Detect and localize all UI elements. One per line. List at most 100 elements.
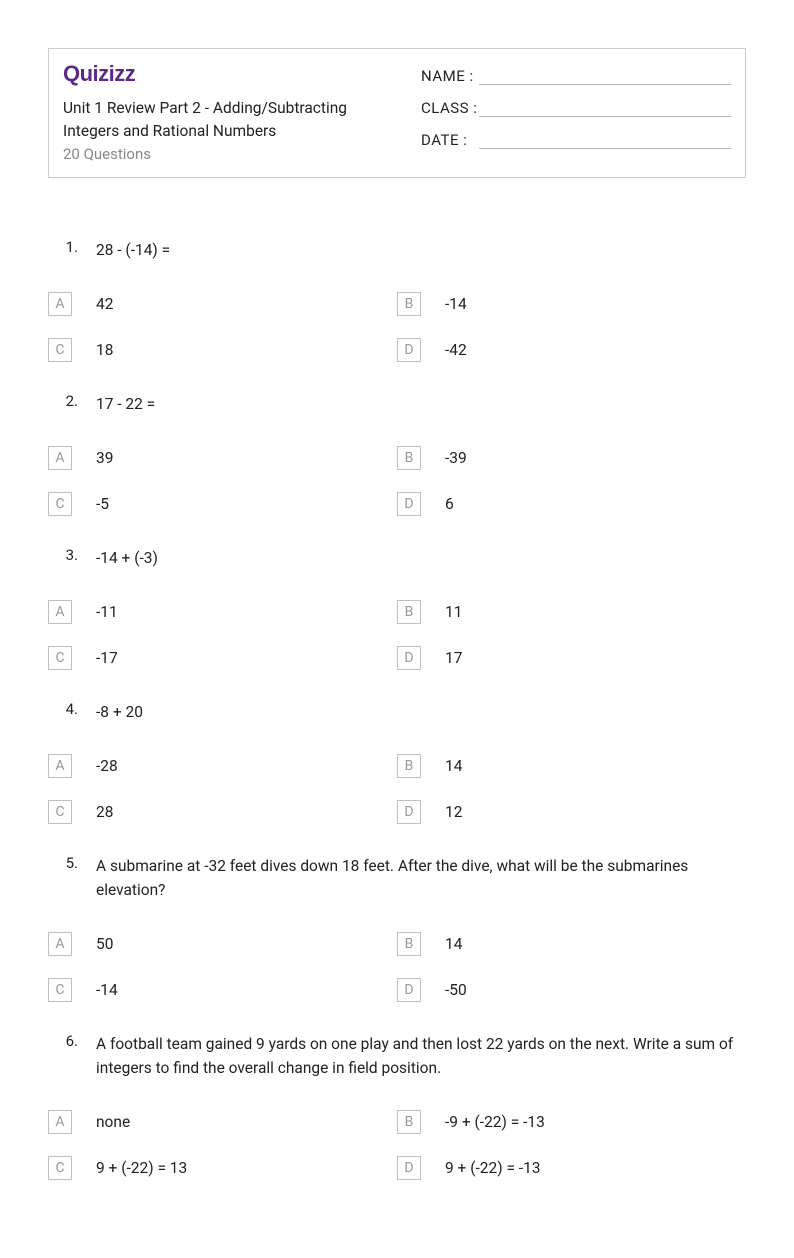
answer-option[interactable]: A-11	[48, 600, 397, 624]
answer-option[interactable]: D-50	[397, 978, 746, 1002]
answers-grid: A 42 B -14 C18D -42	[48, 292, 746, 362]
answer-option[interactable]: D -42	[397, 338, 746, 362]
answer-text: -28	[96, 757, 118, 775]
answer-letter-box: D	[397, 492, 421, 516]
answer-letter-box: B	[397, 932, 421, 956]
answers-grid: A -28 B 14 C 28 D 12	[48, 754, 746, 824]
class-input-line[interactable]	[479, 99, 731, 117]
answer-option[interactable]: C -5	[48, 492, 397, 516]
answer-option[interactable]: C-17	[48, 646, 397, 670]
date-input-line[interactable]	[479, 131, 731, 149]
question-number: 6.	[48, 1032, 96, 1080]
answer-text: 50	[96, 935, 113, 953]
answer-option[interactable]: A -28	[48, 754, 397, 778]
answer-option[interactable]: B 14	[397, 754, 746, 778]
question-block: 2.17 - 22 =A39B-39C-5D6	[48, 392, 746, 516]
date-field-row: DATE :	[421, 131, 731, 149]
question-row: 1.28 - (-14) =	[48, 238, 746, 262]
name-input-line[interactable]	[479, 67, 731, 85]
answer-letter-box: D	[397, 1156, 421, 1180]
answer-text: -14	[96, 981, 118, 999]
date-label: DATE :	[421, 131, 479, 149]
answer-letter-box: C	[48, 646, 72, 670]
answer-letter-box: A	[48, 754, 72, 778]
name-label: NAME :	[421, 67, 479, 85]
answer-letter-box: A	[48, 292, 72, 316]
answer-letter-box: B	[397, 600, 421, 624]
question-block: 5.A submarine at -32 feet dives down 18 …	[48, 854, 746, 1002]
answer-text: 11	[445, 603, 462, 621]
question-text: -14 + (-3)	[96, 546, 746, 570]
answer-letter-box: B	[397, 1110, 421, 1134]
answer-letter-box: D	[397, 800, 421, 824]
answer-letter-box: C	[48, 978, 72, 1002]
answer-letter-box: C	[48, 492, 72, 516]
answer-option[interactable]: A 50	[48, 932, 397, 956]
answer-option[interactable]: B -14	[397, 292, 746, 316]
class-field-row: CLASS :	[421, 99, 731, 117]
header-right: NAME : CLASS : DATE :	[421, 61, 731, 163]
answers-grid: A39B-39C-5D6	[48, 446, 746, 516]
question-row: 5.A submarine at -32 feet dives down 18 …	[48, 854, 746, 902]
answer-text: -50	[445, 981, 467, 999]
answer-option[interactable]: B 11	[397, 600, 746, 624]
answer-text: 9 + (-22) = 13	[96, 1159, 187, 1177]
answers-grid: A-11B 11 C-17D17	[48, 600, 746, 670]
answer-letter-box: C	[48, 800, 72, 824]
answer-option[interactable]: C -14	[48, 978, 397, 1002]
answer-text: -42	[445, 341, 467, 359]
answer-text: 9 + (-22) = -13	[445, 1159, 541, 1177]
answer-option[interactable]: B -9 + (-22) = -13	[397, 1110, 746, 1134]
answer-text: 28	[96, 803, 113, 821]
answer-letter-box: C	[48, 1156, 72, 1180]
question-number: 2.	[48, 392, 96, 416]
answer-option[interactable]: A 42	[48, 292, 397, 316]
answer-text: 12	[445, 803, 462, 821]
answer-option[interactable]: D 12	[397, 800, 746, 824]
answer-letter-box: B	[397, 754, 421, 778]
question-block: 1.28 - (-14) = A 42 B -14 C18D -42	[48, 238, 746, 362]
answer-text: -9 + (-22) = -13	[445, 1113, 545, 1131]
answer-option[interactable]: C 9 + (-22) = 13	[48, 1156, 397, 1180]
answer-letter-box: B	[397, 446, 421, 470]
question-number: 5.	[48, 854, 96, 902]
answer-text: -14	[445, 295, 467, 313]
answer-letter-box: D	[397, 338, 421, 362]
answer-letter-box: B	[397, 292, 421, 316]
question-block: 6.A football team gained 9 yards on one …	[48, 1032, 746, 1180]
question-number: 4.	[48, 700, 96, 724]
answer-option[interactable]: C 28	[48, 800, 397, 824]
answer-text: 42	[96, 295, 113, 313]
answer-option[interactable]: D6	[397, 492, 746, 516]
question-number: 1.	[48, 238, 96, 262]
question-row: 3.-14 + (-3)	[48, 546, 746, 570]
answer-letter-box: A	[48, 600, 72, 624]
question-text: 17 - 22 =	[96, 392, 746, 416]
answers-grid: A 50 B14 C -14 D-50	[48, 932, 746, 1002]
answer-option[interactable]: B14	[397, 932, 746, 956]
answer-option[interactable]: D 9 + (-22) = -13	[397, 1156, 746, 1180]
answer-text: 6	[445, 495, 454, 513]
answer-letter-box: A	[48, 932, 72, 956]
answer-option[interactable]: A39	[48, 446, 397, 470]
question-count: 20 Questions	[63, 145, 401, 163]
question-text: 28 - (-14) =	[96, 238, 746, 262]
question-block: 3.-14 + (-3) A-11B 11 C-17D17	[48, 546, 746, 670]
answer-option[interactable]: B -39	[397, 446, 746, 470]
answer-option[interactable]: Anone	[48, 1110, 397, 1134]
answer-text: 17	[445, 649, 462, 667]
answer-text: -5	[96, 495, 109, 513]
answer-text: 14	[445, 757, 462, 775]
answer-letter-box: A	[48, 446, 72, 470]
answer-text: -39	[445, 449, 467, 467]
name-field-row: NAME :	[421, 67, 731, 85]
quizizz-logo: Quizizz	[63, 61, 401, 87]
class-label: CLASS :	[421, 99, 479, 117]
questions-container: 1.28 - (-14) =A42B-14C18D-422.17 - 22 =A…	[48, 238, 746, 1180]
answer-option[interactable]: D17	[397, 646, 746, 670]
question-text: -8 + 20	[96, 700, 746, 724]
header-left: Quizizz Unit 1 Review Part 2 - Adding/Su…	[63, 61, 401, 163]
answer-text: none	[96, 1113, 130, 1131]
answer-text: 18	[96, 341, 113, 359]
answer-option[interactable]: C18	[48, 338, 397, 362]
